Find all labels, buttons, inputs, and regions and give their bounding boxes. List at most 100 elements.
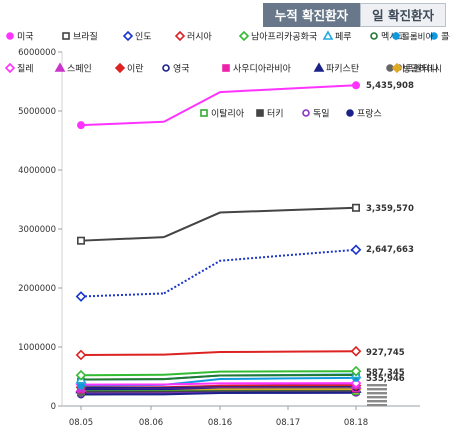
legend-label: 방글라데시	[403, 64, 442, 75]
legend-label: 남아프리카공화국	[251, 32, 317, 43]
series-20-line-late	[163, 391, 357, 396]
legend-label: 영국	[173, 64, 190, 75]
legend-marker	[122, 30, 134, 42]
series-4-marker-end	[350, 345, 362, 357]
legend-label: 터키	[267, 109, 284, 120]
series-18-line-late	[163, 390, 357, 394]
x-tick-label: 08.16	[208, 418, 232, 428]
series-4-marker-start	[75, 349, 87, 361]
legend-marker	[313, 62, 325, 72]
series-11-line-late	[163, 384, 357, 389]
overlapping-value-label	[367, 396, 387, 399]
series-7-line-late	[163, 373, 357, 381]
legend-item-15: 아르헨티나	[397, 63, 438, 75]
legend-item-19: 독일	[313, 109, 330, 120]
legend-label: 프랑스	[357, 108, 382, 120]
legend-marker	[391, 62, 403, 74]
legend-item-8: 콜롬비아	[441, 32, 450, 43]
legend-marker	[54, 62, 66, 72]
series-8-line-late	[163, 376, 357, 386]
y-tick-label: 3000000	[18, 225, 56, 235]
series-3-line-early	[80, 292, 165, 298]
legend-marker	[4, 62, 16, 74]
legend-item-13: 사우디아라비아	[233, 64, 292, 75]
legend-label: 스페인	[67, 64, 92, 75]
overlapping-value-label	[367, 392, 387, 395]
legend-item-10: 스페인	[67, 64, 92, 75]
y-tick-label: 0	[51, 402, 56, 412]
series-5-end-label: 587,345	[366, 368, 405, 378]
legend-label: 인도	[135, 32, 152, 43]
legend-item-17: 이탈리아	[211, 109, 245, 120]
legend-marker	[238, 30, 250, 42]
series-2-marker-start	[77, 236, 86, 245]
legend-marker	[430, 32, 438, 40]
series-5-line-early	[80, 373, 165, 377]
y-tick-label: 2000000	[18, 284, 56, 294]
legend-label: 칠레	[17, 64, 34, 75]
legend-marker	[302, 109, 310, 117]
series-4-line-late	[163, 350, 357, 356]
series-9-line-late	[163, 382, 357, 386]
series-2-marker-end	[351, 203, 360, 212]
series-1-marker-start	[77, 121, 86, 130]
series-2-line-late	[163, 206, 357, 239]
legend-marker	[162, 64, 170, 72]
legend-item-5: 남아프리카공화국	[251, 32, 317, 43]
legend-label: 독일	[313, 109, 330, 120]
series-3-marker-start	[75, 291, 87, 302]
legend-item-16: 방글라데시	[403, 64, 442, 75]
legend-marker	[370, 32, 378, 40]
series-2-line-early	[80, 236, 165, 242]
legend-label: 페루	[335, 32, 352, 43]
legend-item-11: 이란	[127, 63, 144, 75]
legend-item-8: 콜롬비아	[402, 32, 433, 43]
legend-marker	[392, 32, 400, 40]
y-tick-label: 4000000	[18, 166, 56, 176]
series-2-end-label: 3,359,570	[366, 204, 414, 214]
overlapping-value-label	[367, 404, 387, 407]
series-4-end-label: 927,745	[366, 348, 405, 358]
legend-label: 사우디아라비아	[233, 64, 292, 75]
series-5-marker-end	[350, 365, 362, 377]
legend-item-14: 파키스탄	[326, 64, 359, 75]
legend-marker	[62, 32, 70, 40]
series-6-end-label: 535,946	[366, 374, 405, 384]
series-1-marker-end	[351, 81, 360, 90]
legend-label: 미국	[17, 32, 34, 43]
legend-label: 콜롬비아	[441, 32, 450, 43]
legend-item-18: 터키	[267, 109, 284, 120]
series-3-line-late	[163, 248, 357, 295]
legend-marker	[114, 62, 126, 74]
legend-item-9: 칠레	[17, 64, 34, 75]
tab-cumulative-cases[interactable]: 누적 확진환자	[262, 3, 361, 27]
legend-marker	[256, 109, 264, 117]
series-1-end-label: 5,435,908	[366, 81, 414, 91]
series-1-line-early	[80, 120, 165, 127]
y-tick-label: 5000000	[18, 107, 56, 117]
x-tick-label: 08.06	[139, 418, 163, 428]
overlapping-value-label	[367, 400, 387, 403]
legend-marker	[346, 109, 354, 117]
legend-item-4: 러시아	[187, 32, 213, 43]
series-5-line-late	[163, 370, 357, 376]
view-tabs: 누적 확진환자 일 확진환자	[262, 3, 446, 27]
x-tick-label: 08.18	[344, 418, 368, 428]
legend-marker	[222, 64, 230, 72]
legend-item-1: 미국	[17, 32, 34, 43]
x-tick-label: 08.17	[276, 418, 300, 428]
legend-label: 콜롬비아	[402, 32, 433, 43]
legend-label: 아르헨티나	[397, 63, 438, 75]
legend-item-3: 인도	[135, 32, 152, 43]
legend-marker	[200, 109, 208, 117]
overlapping-value-label	[367, 384, 387, 387]
series-3-end-label: 2,647,663	[366, 245, 414, 255]
series-1-line-late	[163, 84, 357, 123]
series-12-line-late	[163, 386, 357, 389]
series-5-marker-start	[75, 369, 87, 381]
legend-marker	[322, 30, 334, 40]
legend-label: 러시아	[187, 32, 213, 43]
y-tick-label: 6000000	[18, 48, 56, 58]
tab-daily-cases[interactable]: 일 확진환자	[360, 3, 446, 27]
